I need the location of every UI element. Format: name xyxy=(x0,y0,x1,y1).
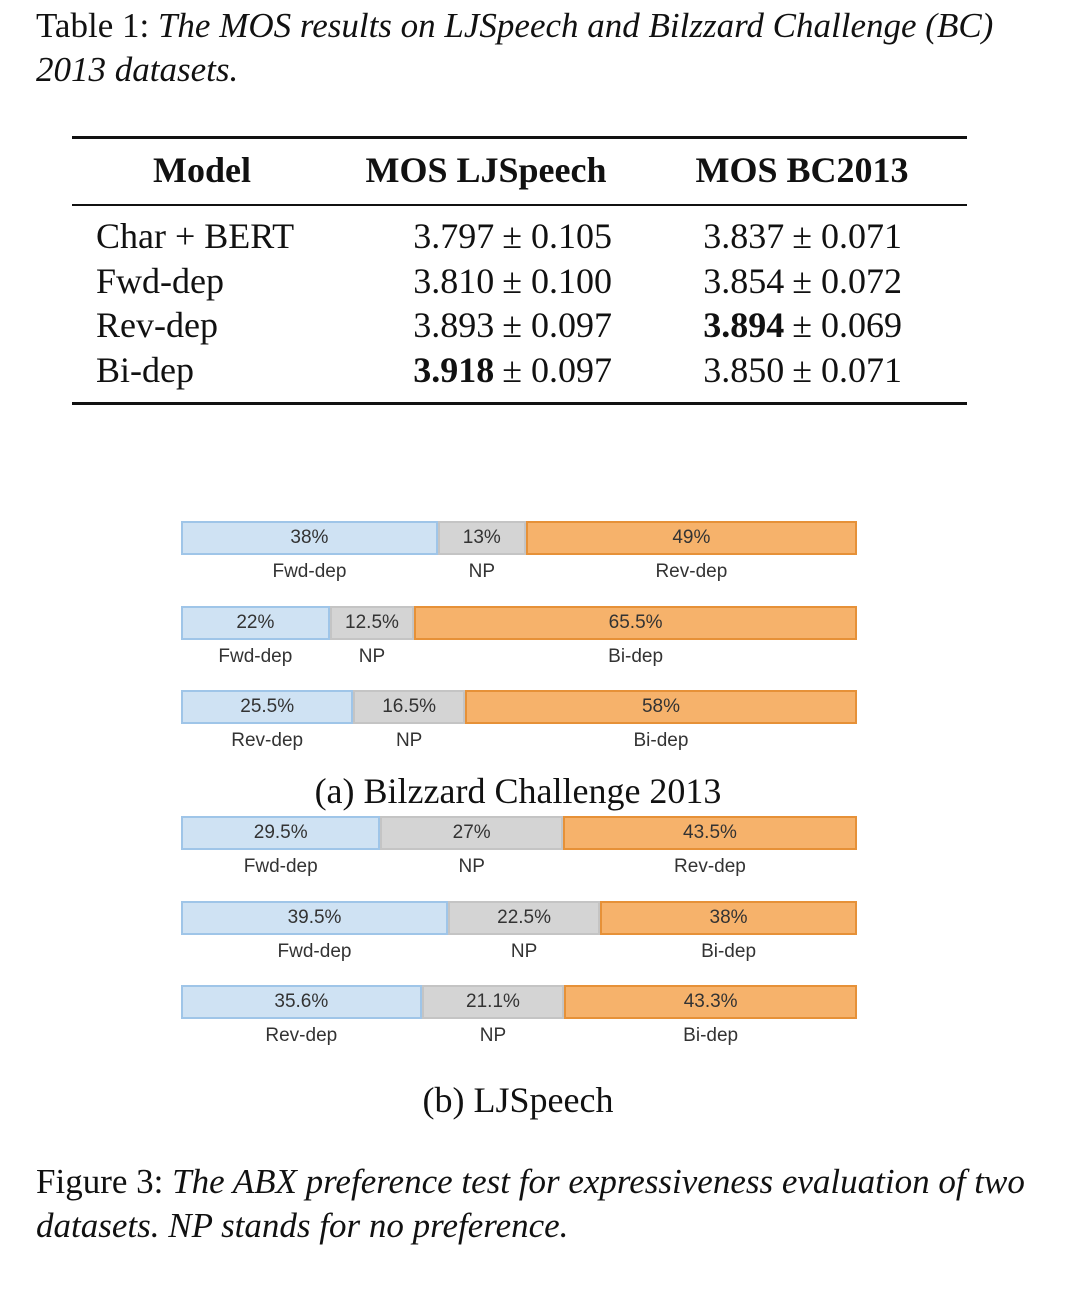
mos-cell: 3.894 ± 0.069 xyxy=(703,305,902,345)
value-label: 22% xyxy=(236,611,275,633)
column-header: Model xyxy=(153,150,251,190)
bar-segment xyxy=(437,521,526,555)
bar-segment xyxy=(562,816,857,850)
mos-sd: ± 0.071 xyxy=(792,216,902,256)
mos-mean: 3.894 xyxy=(703,305,785,345)
subfigure-caption: (a) Bilzzard Challenge 2013 xyxy=(314,771,722,811)
value-label: 38% xyxy=(290,527,329,548)
segment-label: Fwd-dep xyxy=(243,856,318,877)
table-caption: Table 1: The MOS results on LJSpeech and… xyxy=(36,4,1026,92)
mos-mean: 3.797 xyxy=(413,216,495,256)
value-label: 22.5% xyxy=(497,906,551,928)
bar-segment xyxy=(564,985,857,1019)
table-top-rule xyxy=(72,136,967,139)
bar-segment xyxy=(181,605,330,640)
bar-segment xyxy=(448,900,601,935)
subfigure-caption: (b) LJSpeech xyxy=(422,1080,614,1120)
mos-sd: ± 0.071 xyxy=(792,349,902,390)
segment-label: Bi-dep xyxy=(683,1025,739,1046)
value-label: 65.5% xyxy=(608,611,663,633)
mos-mean: 3.893 xyxy=(413,305,495,345)
segment-label: Bi-dep xyxy=(608,645,664,667)
mos-mean: 3.850 xyxy=(703,349,785,390)
bar-segment xyxy=(414,605,857,640)
value-label: 21.1% xyxy=(466,991,520,1012)
segment-label: NP xyxy=(510,940,538,962)
value-label: 12.5% xyxy=(345,611,399,633)
segment-label: Rev-dep xyxy=(231,730,304,751)
mos-sd: ± 0.072 xyxy=(792,260,902,301)
mos-sd: ± 0.069 xyxy=(792,305,902,345)
mos-cell: 3.837 ± 0.071 xyxy=(703,216,902,256)
segment-label: NP xyxy=(358,645,386,667)
mos-mean: 3.918 xyxy=(413,349,495,390)
value-label: 43.3% xyxy=(683,991,738,1012)
caption-text: The ABX preference test for expressivene… xyxy=(36,1162,1025,1245)
segment-label: Rev-dep xyxy=(265,1025,338,1046)
model-name: Fwd-dep xyxy=(96,260,224,301)
bar-segment xyxy=(329,605,415,640)
column-header: MOS LJSpeech xyxy=(365,150,607,190)
value-label: 43.5% xyxy=(683,822,737,843)
segment-label: NP xyxy=(458,856,485,877)
caption-label: Table 1: xyxy=(36,6,150,45)
segment-label: Bi-dep xyxy=(633,730,689,751)
model-name: Char + BERT xyxy=(96,216,295,256)
bar-segment xyxy=(181,690,354,724)
mos-sd: ± 0.105 xyxy=(502,216,612,256)
caption-text: The MOS results on LJSpeech and Bilzzard… xyxy=(36,6,994,89)
mos-sd: ± 0.097 xyxy=(502,349,612,390)
mos-mean: 3.837 xyxy=(703,216,785,256)
value-label: 25.5% xyxy=(240,696,295,717)
value-label: 29.5% xyxy=(253,822,308,843)
bar-segment xyxy=(380,816,563,850)
value-label: 39.5% xyxy=(287,906,342,928)
mos-mean: 3.854 xyxy=(703,260,785,301)
mos-sd: ± 0.097 xyxy=(502,305,612,345)
segment-label: Fwd-dep xyxy=(277,940,352,962)
bar-segment xyxy=(353,690,465,724)
bar-segment xyxy=(421,985,565,1019)
column-header: MOS BC2013 xyxy=(695,150,909,190)
mos-cell: 3.893 ± 0.097 xyxy=(413,305,612,345)
segment-label: Bi-dep xyxy=(701,940,757,962)
bar-segment xyxy=(525,521,857,555)
segment-label: Fwd-dep xyxy=(218,645,293,667)
model-name: Rev-dep xyxy=(96,305,218,345)
mos-cell: 3.854 ± 0.072 xyxy=(703,261,902,301)
bar-segment xyxy=(181,816,381,850)
value-label: 13% xyxy=(462,527,501,548)
bar-segment xyxy=(600,900,857,935)
bar-segment xyxy=(464,690,857,724)
segment-label: NP xyxy=(479,1025,507,1046)
value-label: 35.6% xyxy=(274,991,329,1012)
segment-label: Fwd-dep xyxy=(272,561,347,582)
segment-label: NP xyxy=(468,561,496,582)
mos-mean: 3.810 xyxy=(413,260,495,301)
mos-cell: 3.810 ± 0.100 xyxy=(413,261,612,301)
bar-segment xyxy=(181,521,438,555)
mos-cell: 3.797 ± 0.105 xyxy=(413,216,612,256)
value-label: 49% xyxy=(672,527,711,548)
value-label: 27% xyxy=(452,822,491,843)
segment-label: NP xyxy=(395,730,423,751)
bar-segment xyxy=(181,900,449,935)
value-label: 16.5% xyxy=(382,696,437,717)
table-bottom-rule xyxy=(72,402,967,405)
segment-label: Rev-dep xyxy=(655,561,728,582)
caption-label: Figure 3: xyxy=(36,1162,164,1201)
table-mid-rule xyxy=(72,204,967,206)
figure-caption: Figure 3: The ABX preference test for ex… xyxy=(36,1160,1026,1248)
segment-label: Rev-dep xyxy=(674,856,746,877)
bar-segment xyxy=(181,985,422,1019)
value-label: 58% xyxy=(641,696,680,717)
mos-cell: 3.918 ± 0.097 xyxy=(413,350,612,390)
mos-sd: ± 0.100 xyxy=(502,260,612,301)
mos-cell: 3.850 ± 0.071 xyxy=(703,350,902,390)
value-label: 38% xyxy=(709,906,748,928)
model-name: Bi-dep xyxy=(96,349,194,390)
